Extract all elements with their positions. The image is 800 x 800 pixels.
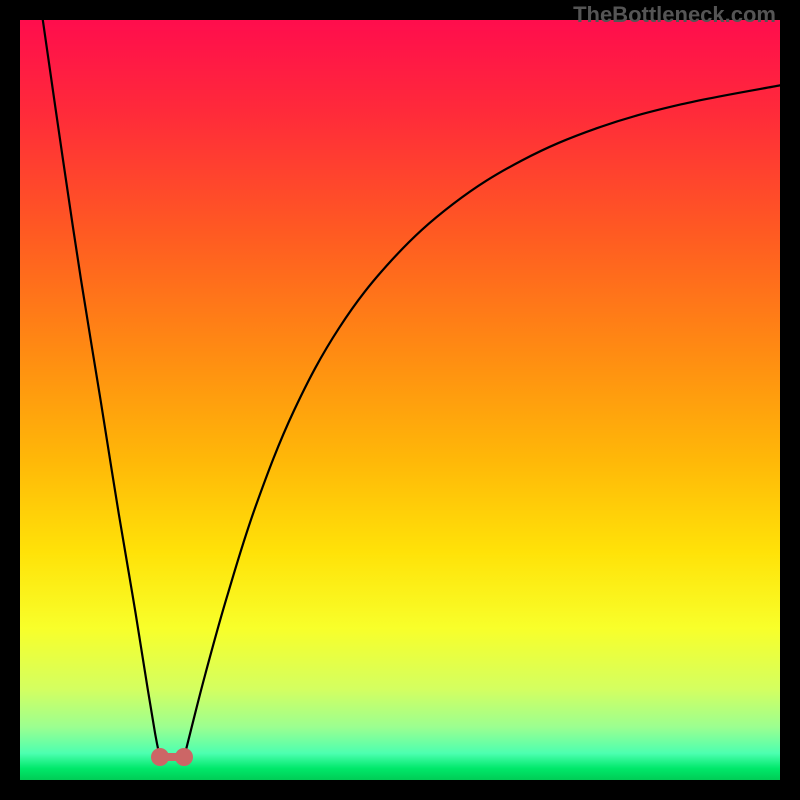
marker-right [175, 748, 193, 766]
border-right [780, 0, 800, 800]
border-left [0, 0, 20, 800]
border-bottom [0, 780, 800, 800]
marker-left [151, 748, 169, 766]
curve-path [43, 20, 780, 757]
plot-area [20, 20, 780, 780]
watermark-text: TheBottleneck.com [573, 2, 776, 28]
curve-layer [20, 20, 780, 780]
chart-container: TheBottleneck.com [0, 0, 800, 800]
